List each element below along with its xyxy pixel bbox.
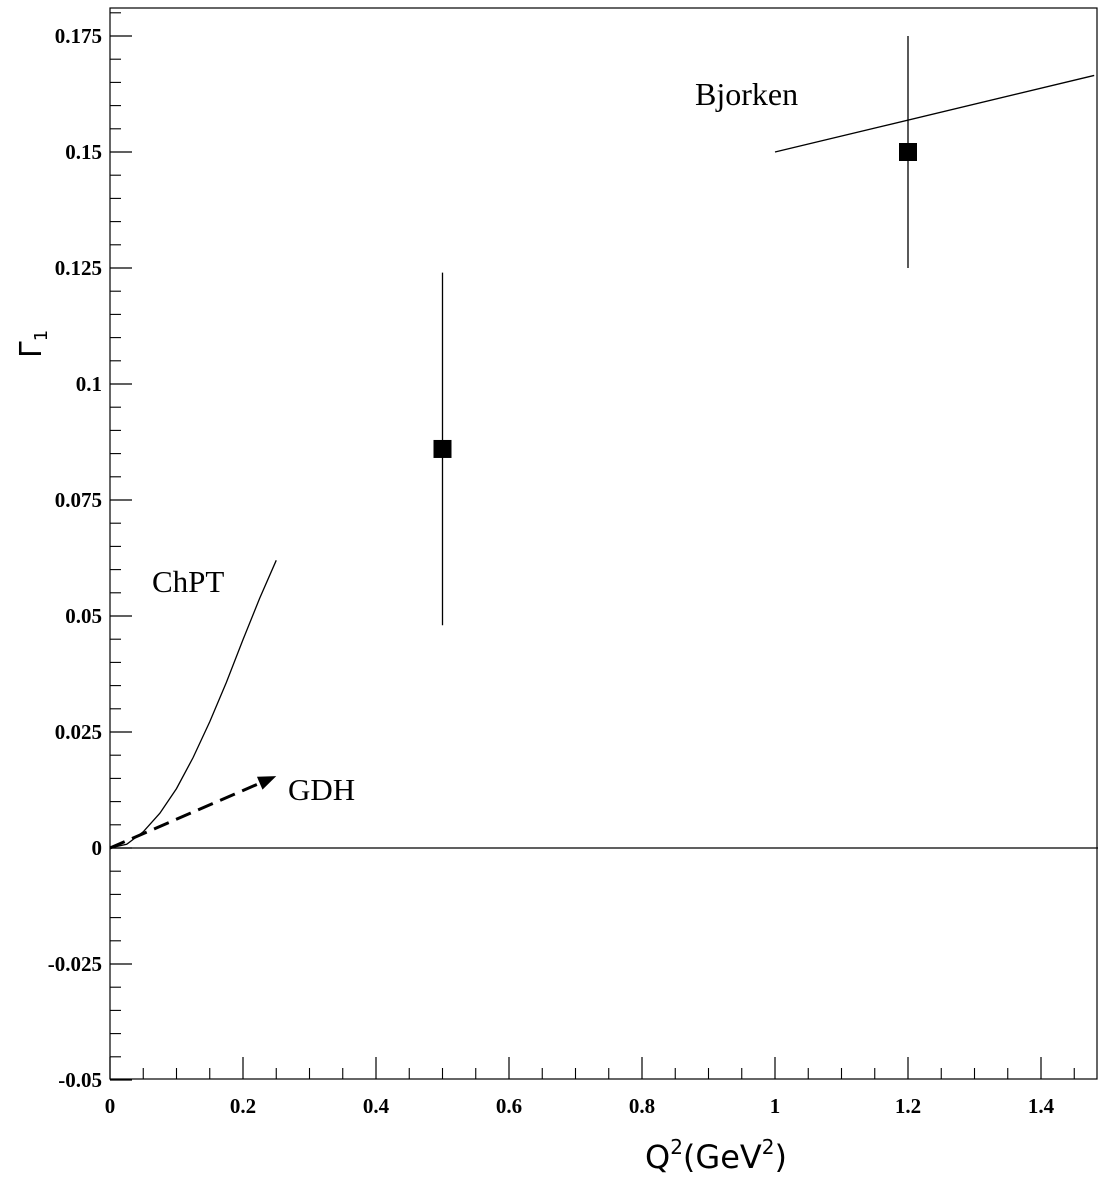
chpt-label: ChPT xyxy=(152,564,224,599)
x-tick-label: 0 xyxy=(105,1094,116,1118)
bjorken-line xyxy=(774,74,1095,153)
y-tick-label: 0.075 xyxy=(55,488,102,512)
x-axis-title: Q2(GeV2) xyxy=(645,1135,787,1176)
x-tick-label: 1.2 xyxy=(895,1094,921,1118)
data-point xyxy=(899,143,917,161)
gdh-arrow-line xyxy=(109,781,261,850)
y-tick-label: 0.025 xyxy=(55,720,102,744)
x-tick-label: 0.4 xyxy=(363,1094,390,1118)
y-tick-label: 0.175 xyxy=(55,24,102,48)
x-tick-label: 1 xyxy=(770,1094,781,1118)
plot-frame xyxy=(109,7,1098,1080)
y-tick-label: 0.125 xyxy=(55,256,102,280)
x-tick-label: 0.2 xyxy=(230,1094,256,1118)
x-tick-label: 0.6 xyxy=(496,1094,522,1118)
x-tick-label: 0.8 xyxy=(629,1094,655,1118)
y-tick-label: 0.1 xyxy=(76,372,102,396)
gdh-label: GDH xyxy=(288,772,355,807)
y-tick-label: 0 xyxy=(92,836,103,860)
y-axis-title: Γ1 xyxy=(14,330,52,358)
gdh-arrow-head xyxy=(256,776,277,790)
y-tick-label: 0.05 xyxy=(65,604,102,628)
y-tick-label: -0.05 xyxy=(58,1068,102,1092)
y-tick-label: -0.025 xyxy=(48,952,102,976)
data-point xyxy=(433,439,452,458)
x-tick-label: 1.4 xyxy=(1028,1094,1055,1118)
bjorken-label: Bjorken xyxy=(695,76,798,112)
chpt-curve xyxy=(109,560,277,849)
y-tick-label: 0.15 xyxy=(65,140,102,164)
